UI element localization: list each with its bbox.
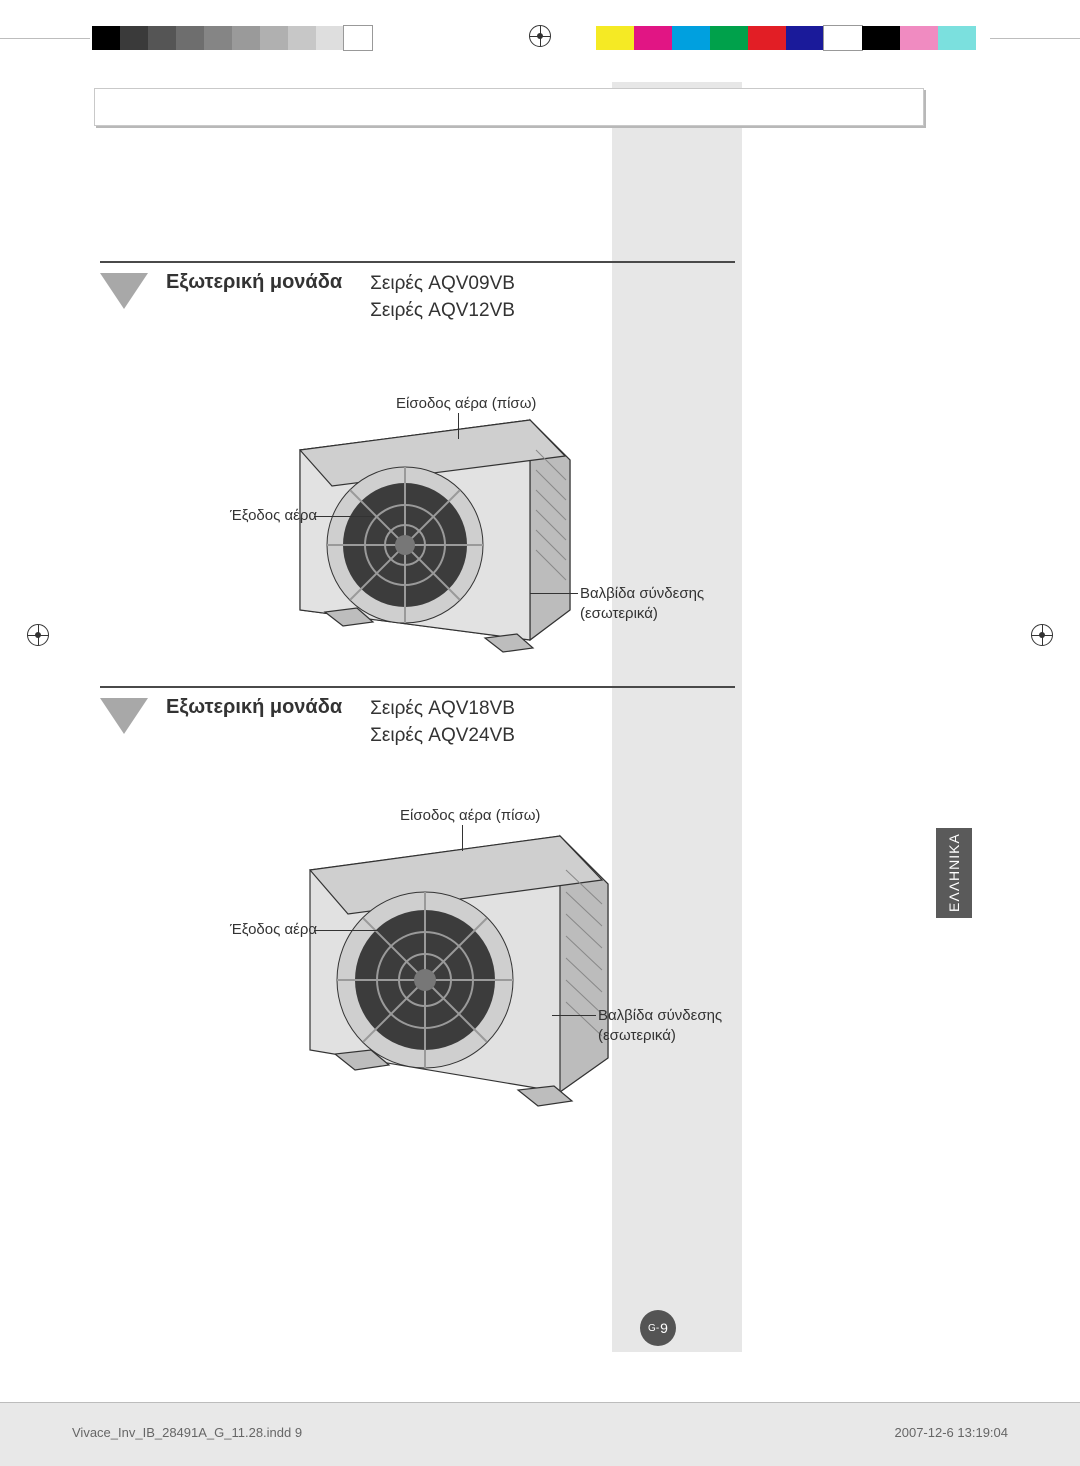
callout-valve-line2: (εσωτερικά) <box>580 604 658 624</box>
leader-line <box>462 825 463 851</box>
callout-air-outlet: Έξοδος αέρα <box>230 920 317 940</box>
outdoor-unit-illustration <box>230 380 700 680</box>
registration-colorbar-grayscale <box>92 26 372 50</box>
page-number-badge: G-9 <box>640 1310 676 1346</box>
callout-air-outlet: Έξοδος αέρα <box>230 506 317 526</box>
leader-line <box>314 516 374 517</box>
print-footer: Vivace_Inv_IB_28491A_G_11.28.indd 9 2007… <box>0 1402 1080 1466</box>
series-line: Σειρές AQV18VB <box>370 696 515 723</box>
section-rule <box>100 686 735 688</box>
series-line: Σειρές AQV24VB <box>370 723 515 750</box>
section-outdoor-unit-small: Εξωτερική μονάδα Σειρές AQV09VB Σειρές A… <box>100 261 735 324</box>
leader-line <box>314 930 378 931</box>
callout-air-inlet: Είσοδος αέρα (πίσω) <box>400 806 540 826</box>
section-marker-icon <box>100 698 148 734</box>
outdoor-unit-illustration <box>230 800 730 1130</box>
registration-mark-icon <box>1031 624 1053 646</box>
page-number: 9 <box>660 1320 668 1336</box>
series-line: Σειρές AQV09VB <box>370 271 515 298</box>
section-title: Εξωτερική μονάδα <box>166 696 342 719</box>
section-title: Εξωτερική μονάδα <box>166 271 342 294</box>
footer-filename: Vivace_Inv_IB_28491A_G_11.28.indd 9 <box>72 1425 302 1440</box>
section-rule <box>100 261 735 263</box>
leader-line <box>458 413 459 439</box>
page-edge-line-right <box>990 38 1080 39</box>
leader-line <box>530 593 578 594</box>
outdoor-unit-figure-2 <box>230 800 730 1130</box>
footer-timestamp: 2007-12-6 13:19:04 <box>895 1425 1008 1440</box>
page-edge-line-left <box>0 38 90 39</box>
callout-valve-line1: Βαλβίδα σύνδεσης <box>598 1006 722 1026</box>
header-panel <box>94 88 924 126</box>
callout-air-inlet: Είσοδος αέρα (πίσω) <box>396 394 536 414</box>
registration-mark-icon <box>27 624 49 646</box>
registration-colorbar-color <box>596 26 976 50</box>
callout-valve-line2: (εσωτερικά) <box>598 1026 676 1046</box>
series-line: Σειρές AQV12VB <box>370 298 515 325</box>
registration-mark-icon <box>529 25 551 47</box>
page-number-prefix: G- <box>648 1323 659 1334</box>
language-tab: ΕΛΛΗΝΙΚΑ <box>936 828 972 918</box>
section-marker-icon <box>100 273 148 309</box>
section-outdoor-unit-large: Εξωτερική μονάδα Σειρές AQV18VB Σειρές A… <box>100 686 735 749</box>
callout-valve-line1: Βαλβίδα σύνδεσης <box>580 584 704 604</box>
leader-line <box>552 1015 596 1016</box>
outdoor-unit-figure-1 <box>230 380 700 680</box>
